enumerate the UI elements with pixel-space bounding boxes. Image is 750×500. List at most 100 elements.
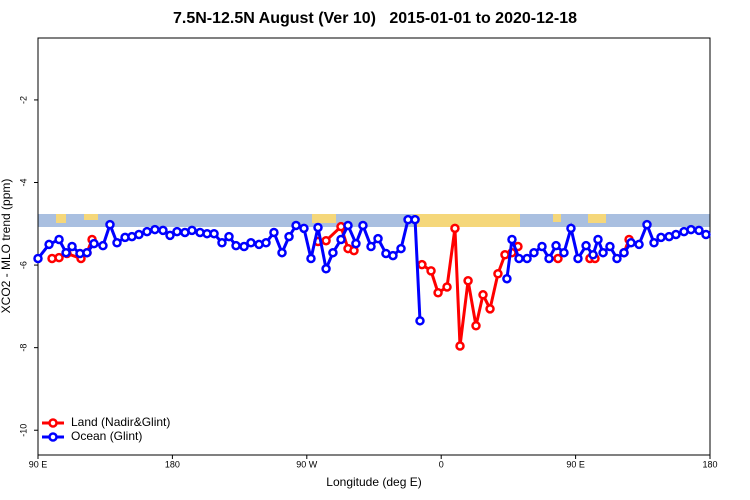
y-axis-label: XCO2 - MLO trend (ppm) — [0, 179, 13, 314]
point — [514, 253, 524, 264]
legend-label: Land (Nadir&Glint) — [71, 415, 170, 429]
point — [158, 225, 168, 236]
point — [89, 238, 99, 249]
point — [366, 241, 376, 252]
point — [502, 273, 512, 284]
point — [485, 304, 495, 314]
point — [299, 223, 309, 234]
land-patch — [56, 214, 66, 223]
point — [82, 247, 92, 258]
point — [694, 225, 704, 236]
point — [67, 241, 77, 252]
point — [598, 247, 608, 258]
point — [417, 259, 427, 270]
point — [559, 247, 569, 258]
point — [671, 229, 681, 240]
point — [544, 253, 554, 264]
point — [373, 233, 383, 244]
land-patch — [588, 214, 606, 223]
point — [656, 232, 666, 243]
point — [626, 238, 636, 248]
point — [573, 253, 583, 264]
x-tick-label: 90 E — [29, 459, 48, 469]
point — [463, 276, 473, 286]
point — [581, 240, 591, 251]
point — [612, 253, 622, 264]
point — [306, 253, 316, 264]
point — [284, 231, 294, 242]
point — [172, 226, 182, 237]
point — [358, 220, 368, 231]
y-tick-label: -4 — [18, 178, 28, 186]
point — [321, 235, 331, 246]
point — [649, 238, 659, 248]
point — [321, 264, 331, 274]
point — [588, 250, 598, 260]
x-tick-label: 90 W — [296, 459, 318, 469]
point — [450, 223, 460, 234]
point — [410, 214, 420, 225]
point — [551, 240, 561, 251]
point — [522, 253, 532, 264]
chart-title: 7.5N-12.5N August (Ver 10) 2015-01-01 to… — [173, 10, 577, 27]
land-strip — [38, 214, 710, 227]
x-tick-label: 180 — [165, 459, 180, 469]
legend-marker — [48, 432, 58, 442]
point — [336, 234, 346, 245]
point — [426, 266, 436, 276]
y-tick-label: -8 — [18, 344, 28, 352]
point — [537, 241, 547, 252]
x-axis-label: Longitude (deg E) — [326, 475, 421, 489]
point — [529, 247, 539, 258]
point — [269, 227, 279, 238]
point — [105, 219, 115, 230]
point — [134, 229, 144, 240]
point — [605, 241, 615, 252]
legend-label: Ocean (Glint) — [71, 429, 142, 443]
point — [455, 341, 465, 351]
point — [343, 220, 353, 231]
ocean-strip — [38, 214, 710, 227]
point — [54, 252, 64, 263]
point — [44, 239, 54, 250]
point — [442, 282, 452, 292]
point — [701, 229, 711, 240]
point — [553, 253, 563, 264]
point — [313, 222, 323, 233]
x-tick-label: 0 — [439, 459, 444, 469]
point — [33, 253, 43, 264]
point — [261, 238, 271, 248]
point — [239, 241, 249, 252]
land-patch — [414, 214, 520, 227]
point — [217, 238, 227, 248]
plot-frame — [37, 37, 711, 456]
point — [396, 243, 406, 254]
land-patch — [84, 214, 98, 220]
point — [142, 226, 152, 237]
land-patch — [312, 214, 336, 223]
point — [619, 247, 629, 258]
point — [328, 247, 338, 258]
point — [642, 219, 652, 230]
point — [277, 247, 287, 258]
point — [493, 268, 503, 279]
point — [686, 224, 696, 235]
point — [634, 239, 644, 250]
y-tick-label: -2 — [18, 96, 28, 104]
x-tick-label: 180 — [702, 459, 717, 469]
point — [165, 230, 175, 241]
point — [593, 234, 603, 245]
point — [231, 240, 241, 251]
y-tick-label: -6 — [18, 261, 28, 269]
legend-marker — [48, 418, 58, 428]
point — [471, 321, 481, 331]
point — [415, 316, 425, 326]
point — [187, 225, 197, 236]
land-patch — [553, 214, 561, 222]
y-tick-label: -10 — [18, 424, 28, 437]
point — [224, 231, 234, 242]
point — [54, 234, 64, 245]
legend: Land (Nadir&Glint)Ocean (Glint) — [42, 415, 170, 443]
point — [566, 223, 576, 234]
